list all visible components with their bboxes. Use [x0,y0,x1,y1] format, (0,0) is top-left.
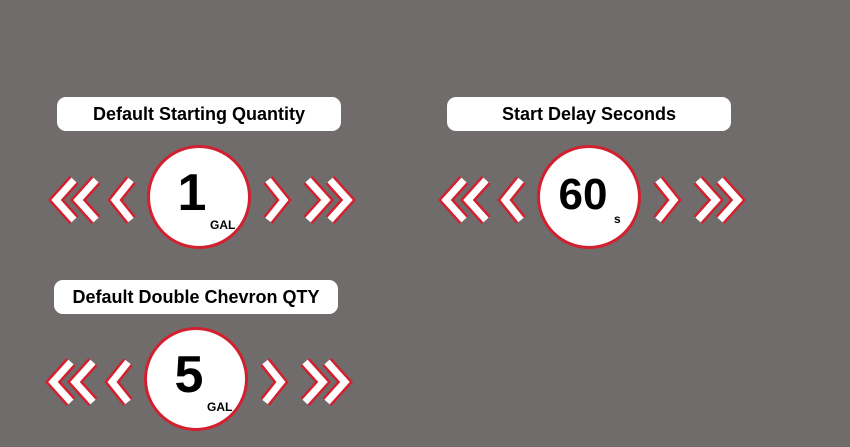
delay-unit: s [614,212,621,226]
default-starting-quantity-label: Default Starting Quantity [57,97,341,131]
double-chevron-left-icon[interactable] [47,145,102,255]
chevron-right-icon[interactable] [262,145,292,255]
start-delay-seconds-stepper: 60 s [437,145,747,255]
chevron-left-icon[interactable] [107,145,137,255]
quantity-value: 1 [177,164,207,222]
default-double-chevron-qty-label: Default Double Chevron QTY [54,280,338,314]
delay-dial: 60 s [537,145,641,249]
double-chevron-right-icon[interactable] [692,145,747,255]
double-chevron-qty-dial: 5 GAL [144,327,248,431]
double-chevron-left-icon[interactable] [437,145,492,255]
default-starting-quantity-stepper: 1 GAL [47,145,357,255]
chevron-left-icon[interactable] [104,327,134,437]
quantity-dial: 1 GAL [147,145,251,249]
chevron-right-icon[interactable] [652,145,682,255]
chevron-right-icon[interactable] [259,327,289,437]
double-chevron-qty-unit: GAL [207,400,233,414]
double-chevron-right-icon[interactable] [302,145,357,255]
double-chevron-right-icon[interactable] [299,327,354,437]
start-delay-seconds-label: Start Delay Seconds [447,97,731,131]
chevron-left-icon[interactable] [497,145,527,255]
double-chevron-qty-value: 5 [174,346,204,404]
delay-value: 60 [558,170,608,219]
double-chevron-left-icon[interactable] [44,327,99,437]
default-double-chevron-qty-stepper: 5 GAL [44,327,354,437]
quantity-unit: GAL [210,218,236,232]
